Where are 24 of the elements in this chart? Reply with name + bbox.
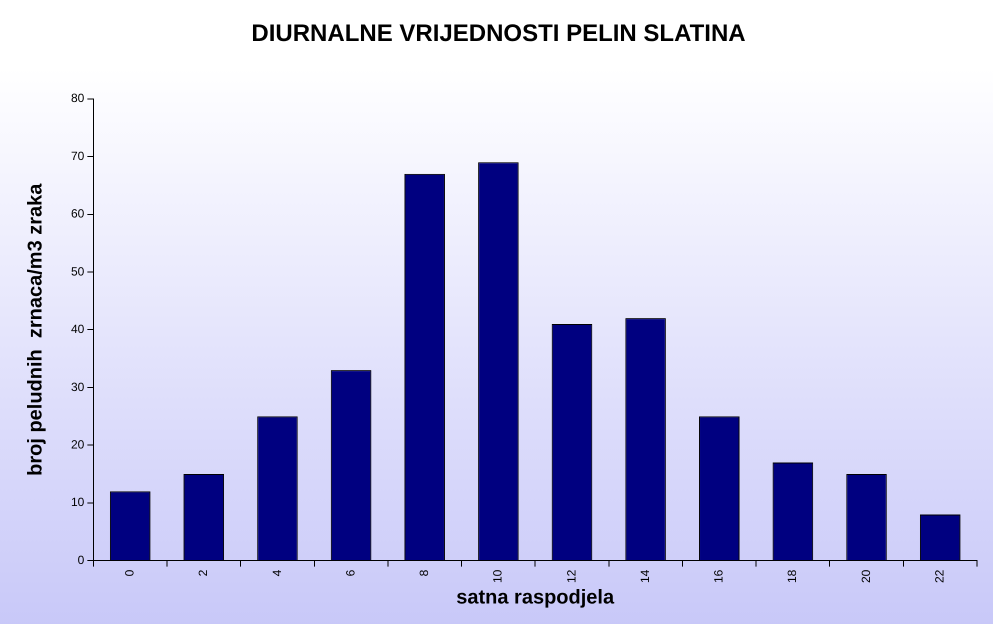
y-tick-label: 60 [70, 206, 85, 221]
x-tick-label: 22 [932, 569, 946, 584]
y-tick-label: 10 [70, 495, 85, 510]
y-tick-label: 80 [70, 91, 85, 106]
y-tick-label: 0 [78, 552, 85, 567]
x-tick-label: 20 [858, 569, 873, 584]
x-tick-label: 12 [564, 569, 578, 584]
y-axis-title: broj peludnih zrnaca/m3 zraka [24, 182, 47, 476]
y-tick-label: 70 [70, 148, 85, 163]
y-tick-label: 20 [70, 438, 85, 452]
x-axis-title: satna raspodjela [456, 586, 615, 609]
x-tick-label: 14 [638, 569, 652, 584]
y-tick-label: 30 [70, 380, 85, 394]
x-tick-label: 8 [417, 569, 432, 576]
x-tick-label: 18 [785, 569, 800, 584]
x-tick-label: 2 [196, 569, 210, 576]
x-tick-label: 6 [343, 569, 358, 576]
x-tick-label: 0 [122, 569, 136, 576]
y-tick-label: 40 [70, 322, 85, 336]
x-tick-label: 4 [270, 569, 284, 576]
chart-title: DIURNALNE VRIJEDNOSTI PELIN SLATINA [251, 20, 746, 48]
y-tick-label: 50 [70, 264, 85, 278]
x-tick-label: 10 [490, 569, 505, 584]
x-tick-label: 16 [712, 569, 726, 584]
